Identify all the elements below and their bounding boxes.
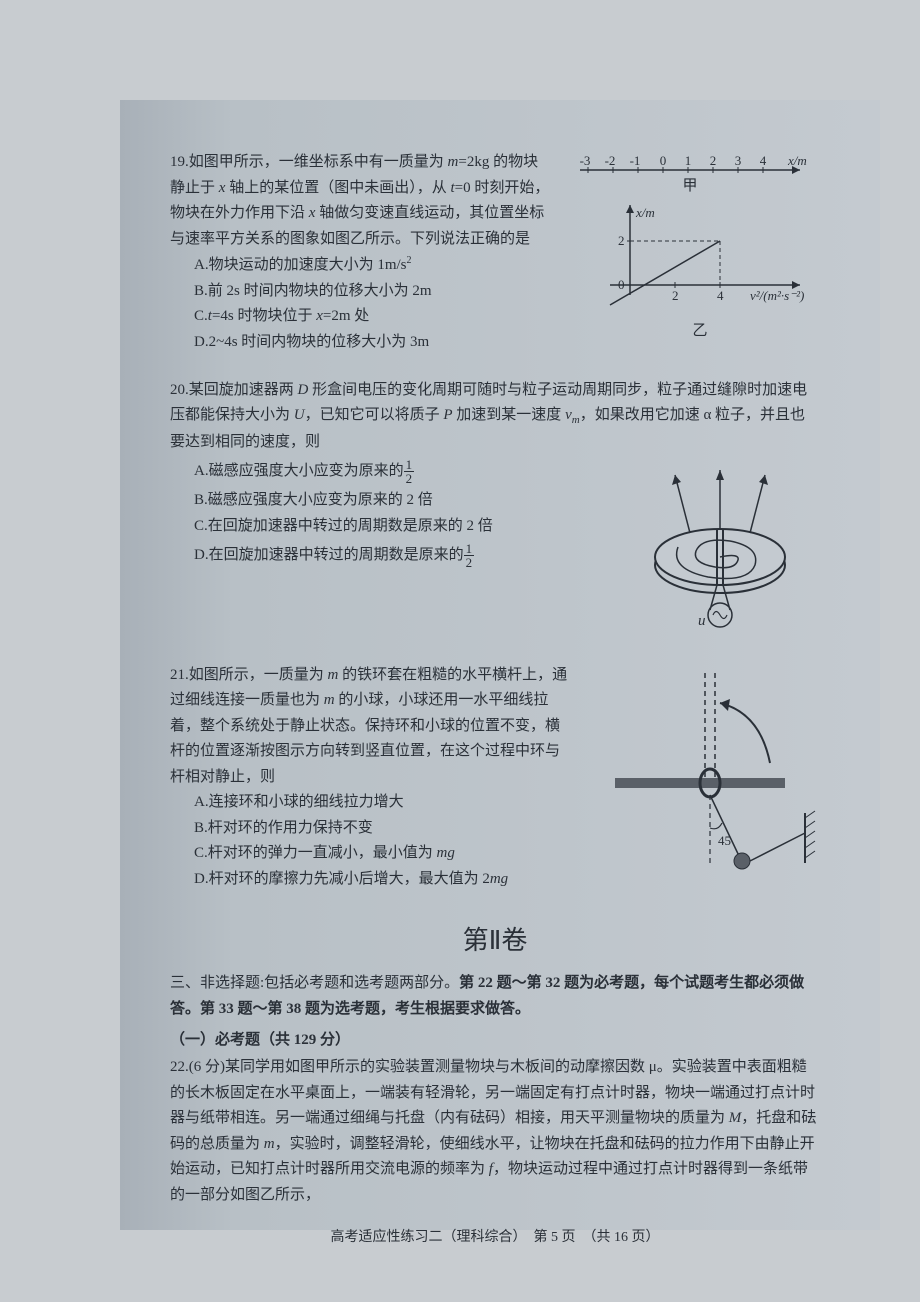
q21-option-b: B.杆对环的作用力保持不变: [170, 816, 570, 842]
question-21: 45 21.如图所示，一质量为 m 的铁环套在粗糙的水平横杆上，通过细线连接一质…: [170, 663, 820, 903]
q19-option-c: C.t=4s 时物块位于 x=2m 处: [170, 304, 550, 330]
q20-option-a: A.磁感应强度大小应变为原来的12: [170, 455, 570, 488]
svg-text:0: 0: [618, 277, 625, 292]
page-footer: 高考适应性练习二（理科综合） 第 5 页 （共 16 页）: [170, 1226, 820, 1246]
svg-text:2: 2: [710, 153, 717, 168]
q19-number: 19.: [170, 154, 189, 170]
svg-text:乙: 乙: [692, 323, 707, 339]
q20-figure: u: [620, 465, 820, 645]
svg-text:3: 3: [735, 153, 742, 168]
section-2-instructions: 三、非选择题:包括必考题和选考题两部分。第 22 题～第 32 题为必考题，每个…: [170, 971, 820, 1022]
question-19: -3 -2 -1 0 1 2 3 4 x/m 甲 x/m: [170, 150, 820, 360]
u-label: u: [698, 613, 706, 629]
jia-label: 甲: [682, 178, 697, 194]
q20-option-c: C.在回旋加速器中转过的周期数是原来的 2 倍: [170, 514, 570, 540]
svg-text:2: 2: [618, 233, 625, 248]
q21-option-d: D.杆对环的摩擦力先减小后增大，最大值为 2mg: [170, 867, 570, 893]
svg-text:45: 45: [718, 833, 731, 848]
svg-text:-3: -3: [580, 153, 591, 168]
question-22: 22.(6 分)某同学用如图甲所示的实验装置测量物块与木板间的动摩擦因数 μ。实…: [170, 1055, 820, 1208]
q20-number: 20.: [170, 382, 189, 398]
svg-text:2: 2: [672, 288, 679, 303]
subsection-1: （一）必考题（共 129 分）: [170, 1028, 820, 1049]
svg-text:v²/(m²·s⁻²): v²/(m²·s⁻²): [750, 288, 804, 303]
svg-text:x/m: x/m: [635, 205, 655, 220]
svg-text:-2: -2: [605, 153, 616, 168]
svg-text:0: 0: [660, 153, 667, 168]
section-2-title: 第Ⅱ卷: [170, 920, 820, 957]
q21-option-a: A.连接环和小球的细线拉力增大: [170, 790, 570, 816]
q19-option-b: B.前 2s 时间内物块的位移大小为 2m: [170, 279, 550, 305]
q19-option-d: D.2~4s 时间内物块的位移大小为 3m: [170, 330, 550, 356]
q21-number: 21.: [170, 667, 189, 683]
exam-page: -3 -2 -1 0 1 2 3 4 x/m 甲 x/m: [120, 100, 880, 1230]
q21-option-c: C.杆对环的弹力一直减小，最小值为 mg: [170, 841, 570, 867]
question-20: 20.某回旋加速器两 D 形盒间电压的变化周期可随时与粒子运动周期同步，粒子通过…: [170, 378, 820, 645]
svg-text:-1: -1: [630, 153, 641, 168]
svg-text:1: 1: [685, 153, 692, 168]
q19-figure: -3 -2 -1 0 1 2 3 4 x/m 甲 x/m: [570, 150, 820, 360]
q20-option-b: B.磁感应强度大小应变为原来的 2 倍: [170, 488, 570, 514]
svg-text:x/m: x/m: [787, 153, 807, 168]
q20-option-d: D.在回旋加速器中转过的周期数是原来的12: [170, 539, 570, 572]
svg-text:4: 4: [717, 288, 724, 303]
q19-option-a: A.物块运动的加速度大小为 1m/s2: [170, 252, 550, 279]
q22-number: 22.(6 分): [170, 1059, 225, 1075]
q21-figure: 45: [610, 663, 820, 903]
svg-text:4: 4: [760, 153, 767, 168]
